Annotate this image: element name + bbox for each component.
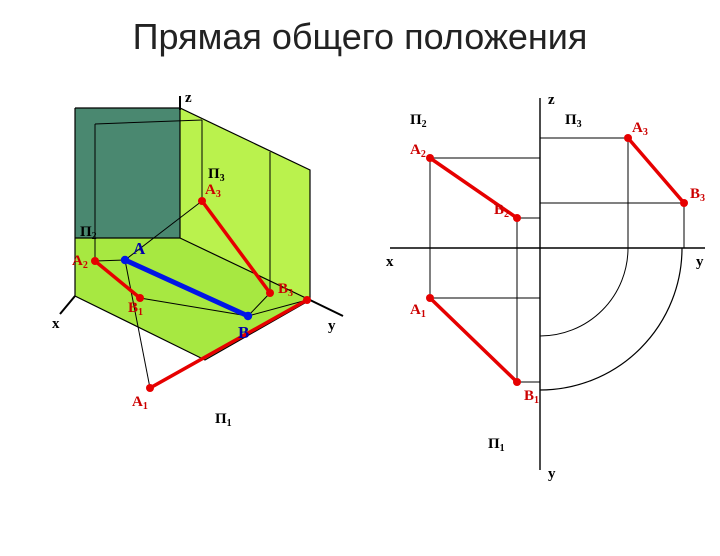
seg-a3-b3 xyxy=(628,138,684,203)
pt-a xyxy=(121,256,129,264)
lbl-y: y xyxy=(328,318,336,334)
arc-yy2 xyxy=(540,248,628,336)
pt-b1 xyxy=(513,378,521,386)
pt-a2 xyxy=(91,257,99,265)
lbl-ye: y xyxy=(696,254,704,270)
lbl-B1r: B1 xyxy=(524,388,539,406)
lbl-A1: A1 xyxy=(132,394,148,412)
lbl-z: z xyxy=(548,92,555,108)
lbl-p1: П1 xyxy=(215,411,232,428)
pt-b2 xyxy=(513,214,521,222)
c-a2-a3 xyxy=(430,138,628,158)
page-title: Прямая общего положения xyxy=(0,16,720,58)
lbl-p3r: П3 xyxy=(565,112,582,130)
lbl-A: A xyxy=(133,239,146,258)
pt-a3 xyxy=(624,134,632,142)
lbl-A1r: A1 xyxy=(410,302,426,320)
axis-x xyxy=(60,296,75,314)
pt-a1 xyxy=(146,384,154,392)
pt-a1 xyxy=(426,294,434,302)
lbl-p2r: П2 xyxy=(410,112,427,130)
seg-a1-b1 xyxy=(430,298,517,382)
pt-a2 xyxy=(426,154,434,162)
pt-b3 xyxy=(266,289,274,297)
arc-yy xyxy=(540,248,682,390)
lbl-x: x xyxy=(52,316,60,332)
plane-p2 xyxy=(75,108,180,238)
pt-bk xyxy=(303,296,311,304)
lbl-A2r: A2 xyxy=(410,142,426,160)
lbl-A3r: A3 xyxy=(632,120,648,138)
left-diagram: z x y П2 П3 П1 A B A2 A3 A1 B1 B3 xyxy=(10,68,350,428)
right-diagram: z x y y П2 П3 П1 A2 A3 B2 B3 A1 B1 xyxy=(370,68,710,488)
pt-b xyxy=(244,312,252,320)
figure-row: z x y П2 П3 П1 A B A2 A3 A1 B1 B3 xyxy=(0,68,720,488)
lbl-B3r: B3 xyxy=(690,186,705,204)
lbl-B2r: B2 xyxy=(494,202,509,220)
lbl-B: B xyxy=(238,323,249,342)
lbl-z: z xyxy=(185,90,192,106)
lbl-x: x xyxy=(386,254,394,270)
pt-b3 xyxy=(680,199,688,207)
lbl-p1r: П1 xyxy=(488,436,505,454)
axis-y xyxy=(310,300,343,316)
pt-a3 xyxy=(198,197,206,205)
lbl-yd: y xyxy=(548,466,556,482)
